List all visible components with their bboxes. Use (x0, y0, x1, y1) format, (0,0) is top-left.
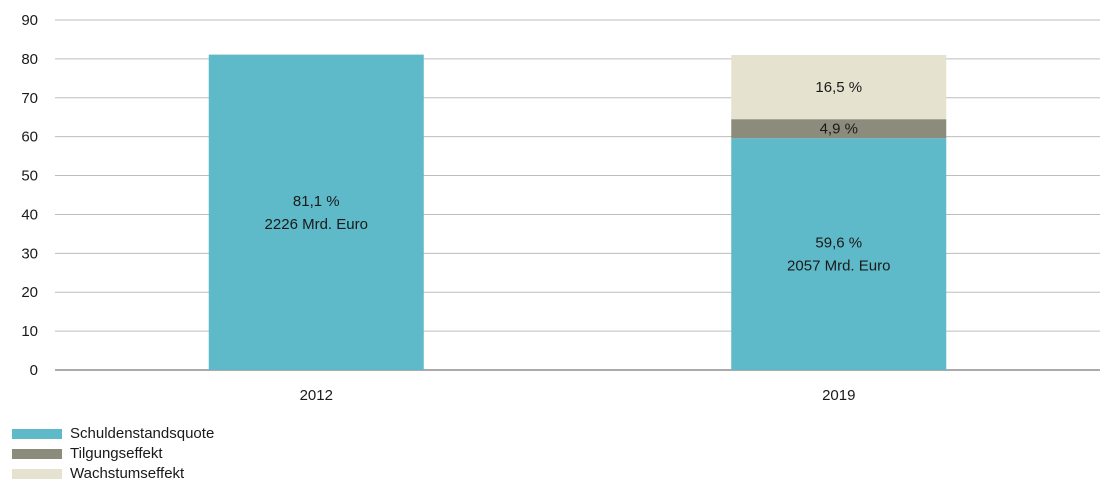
data-label: 2057 Mrd. Euro (787, 258, 890, 275)
legend-label: Wachstumseffekt (70, 465, 185, 482)
data-label: 2226 Mrd. Euro (265, 216, 368, 233)
legend-item-tilgungseffekt: Tilgungseffekt (12, 444, 214, 464)
y-tick-label: 70 (21, 90, 38, 107)
legend-label: Schuldenstandsquote (70, 425, 215, 442)
x-axis-ticks: 2012 2019 (300, 387, 856, 404)
data-label: 81,1 % (293, 193, 340, 210)
legend-item-schuldenstandsquote: Schuldenstandsquote (12, 424, 214, 444)
bar-wachstumseffekt-2019 (731, 55, 947, 120)
y-tick-label: 10 (21, 323, 38, 340)
bars (208, 54, 947, 370)
y-tick-label: 50 (21, 168, 38, 185)
data-label: 16,5 % (815, 79, 862, 96)
bar-schuldenstandsquote-2012 (208, 54, 424, 370)
bar-labels: 81,1 % 2226 Mrd. Euro 59,6 % 2057 Mrd. Euro… (265, 79, 891, 275)
legend: Schuldenstandsquote Tilgungseffekt Wachs… (12, 424, 214, 484)
y-tick-label: 80 (21, 51, 38, 68)
y-axis-ticks: 0 10 20 30 40 50 60 70 80 90 (21, 12, 38, 379)
y-tick-label: 30 (21, 245, 38, 262)
y-tick-label: 20 (21, 284, 38, 301)
y-tick-label: 0 (30, 362, 38, 379)
x-tick-label: 2019 (822, 387, 855, 404)
legend-swatch (12, 429, 62, 439)
data-label: 4,9 % (820, 121, 858, 138)
legend-label: Tilgungseffekt (70, 445, 163, 462)
y-tick-label: 60 (21, 129, 38, 146)
bar-tilgungseffekt-2019 (731, 119, 947, 139)
x-tick-label: 2012 (300, 387, 333, 404)
legend-item-wachstumseffekt: Wachstumseffekt (12, 464, 214, 484)
legend-swatch (12, 469, 62, 479)
y-tick-label: 40 (21, 206, 38, 223)
legend-swatch (12, 449, 62, 459)
bar-schuldenstandsquote-2019 (731, 138, 947, 370)
data-label: 59,6 % (815, 235, 862, 252)
stacked-bar-chart: 0 10 20 30 40 50 60 70 80 90 81,1 % 2226 Mrd. Euro… (21, 12, 1100, 404)
y-tick-label: 90 (21, 12, 38, 29)
